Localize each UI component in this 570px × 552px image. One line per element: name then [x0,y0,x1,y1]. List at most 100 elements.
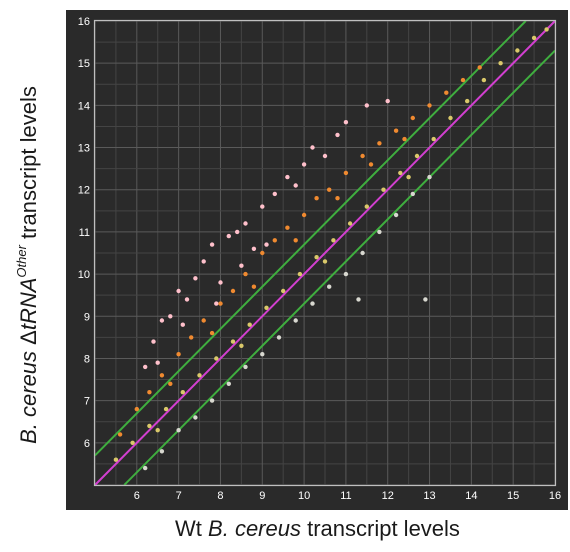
data-point [189,335,194,340]
x-tick-label: 8 [217,490,223,502]
data-point [402,136,407,142]
data-point [393,212,399,218]
data-point [243,221,248,226]
x-axis-label: Wt B. cereus transcript levels [175,516,460,541]
data-point [322,259,328,264]
data-point [151,339,156,344]
data-point [343,271,349,277]
data-point [159,318,165,323]
data-point [180,390,185,395]
data-point [230,339,236,344]
data-point [147,390,152,395]
data-points [113,27,549,471]
data-point [297,271,303,277]
data-point [201,318,206,323]
data-point [260,250,265,256]
y-tick-label: 8 [84,353,90,365]
data-point [377,141,382,146]
data-point [331,238,336,243]
data-point [193,415,198,420]
x-tick-label: 13 [423,490,435,502]
data-point [214,356,219,361]
data-point [414,153,420,159]
data-point [293,318,298,323]
data-point [368,162,374,167]
data-point [477,65,482,70]
x-tick-label: 14 [465,490,477,502]
data-point [427,174,432,180]
data-point [193,276,198,281]
data-point [130,440,135,445]
data-point [159,449,165,454]
data-point [176,288,181,294]
data-point [251,246,257,251]
y-tick-label: 12 [78,185,90,197]
data-point [360,153,365,159]
data-point [544,27,549,32]
data-point [314,255,319,260]
data-point [176,428,181,433]
data-point [147,423,152,429]
data-point [251,284,257,289]
x-tick-label: 11 [340,490,351,502]
data-point [444,90,449,95]
data-point [385,98,390,104]
data-point [327,284,332,289]
data-point [226,233,231,239]
data-point [180,322,185,327]
y-tick-label: 6 [84,438,90,450]
data-point [264,242,269,247]
y-tick-label: 13 [78,143,90,155]
data-point [197,373,202,378]
x-tick-label: 6 [134,490,140,502]
y-tick-label: 16 [78,16,90,28]
y-tick-label: 7 [84,396,90,408]
y-tick-label: 14 [78,100,90,112]
data-point [343,170,349,176]
data-point [310,301,315,306]
data-point [364,204,369,209]
data-point [113,457,119,462]
data-point [214,301,219,306]
data-point [285,174,290,180]
data-point [343,120,349,125]
data-point [381,187,386,192]
data-point [247,322,252,327]
data-point [209,398,215,403]
data-point [134,406,139,412]
data-point [406,174,411,180]
data-point [448,115,453,121]
data-point [230,288,236,294]
data-point [155,428,160,433]
data-point [423,297,428,302]
data-point [335,132,340,138]
data-point [377,229,382,235]
data-point [293,183,298,188]
data-point [260,204,265,209]
data-point [243,271,248,277]
data-point [272,191,277,197]
data-point [209,330,215,336]
data-point [218,280,223,285]
data-point [364,103,369,108]
data-point [293,238,298,243]
data-point [301,162,307,167]
data-point [360,250,365,256]
data-point [481,77,487,83]
data-point [201,259,206,264]
data-point [356,297,361,302]
data-point [322,153,328,159]
data-point [143,364,148,370]
y-axis-label: B. cereus ΔtRNAOther transcript levels [14,86,41,444]
data-point [117,432,123,437]
data-point [209,242,215,247]
data-point [159,373,165,378]
data-point [239,343,244,348]
data-point [226,381,231,386]
data-point [235,229,240,235]
y-tick-label: 9 [84,311,90,323]
data-point [264,305,269,310]
data-point [243,364,248,370]
x-tick-label: 15 [507,490,519,502]
